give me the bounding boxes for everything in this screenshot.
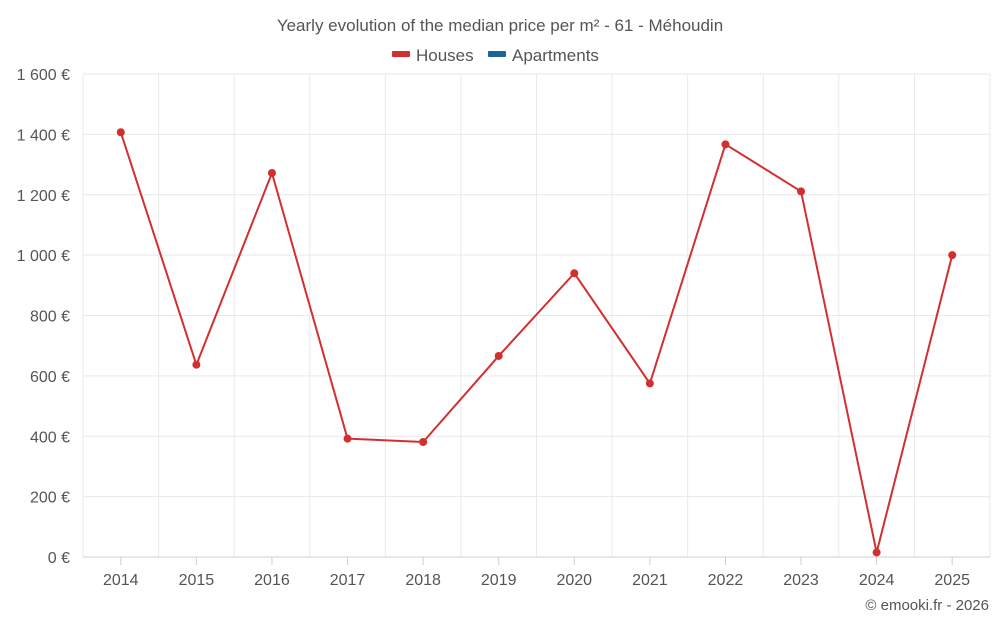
- data-point-houses-2022[interactable]: [721, 140, 730, 149]
- data-point-houses-2025[interactable]: [948, 251, 957, 260]
- x-tick-label: 2014: [103, 572, 139, 589]
- x-tick-label: 2024: [859, 572, 895, 589]
- series-layer: [116, 128, 957, 557]
- y-tick-label: 400 €: [30, 429, 70, 446]
- chart-legend: Houses Apartments: [392, 46, 599, 65]
- x-axis-tick-labels: 2014 2015 2016 2017 2018 2019 2020 2021 2022 2023…: [103, 557, 970, 589]
- x-tick-label: 2020: [556, 572, 592, 589]
- x-tick-label: 2019: [481, 572, 517, 589]
- y-tick-label: 1 200 €: [17, 188, 70, 205]
- data-point-houses-2021[interactable]: [645, 379, 654, 388]
- credit-text: © emooki.fr - 2026: [865, 597, 989, 614]
- series-line-houses: [119, 131, 954, 554]
- legend-swatch-apartments: [488, 51, 506, 57]
- legend-item-apartments[interactable]: Apartments: [488, 46, 599, 65]
- y-tick-label: 200 €: [30, 490, 70, 507]
- x-tick-label: 2015: [179, 572, 215, 589]
- x-tick-label: 2023: [783, 572, 819, 589]
- legend-label-apartments: Apartments: [512, 46, 599, 65]
- x-tick-label: 2017: [330, 572, 366, 589]
- x-tick-label: 2018: [405, 572, 441, 589]
- x-tick-label: 2025: [934, 572, 970, 589]
- y-tick-label: 1 400 €: [17, 127, 70, 144]
- data-point-houses-2024[interactable]: [872, 548, 881, 557]
- data-point-houses-2023[interactable]: [797, 187, 806, 196]
- data-point-houses-2019[interactable]: [494, 351, 503, 360]
- legend-swatch-houses: [392, 51, 410, 57]
- x-tick-label: 2021: [632, 572, 668, 589]
- y-axis-tick-labels: 0 € 200 € 400 € 600 € 800 € 1 000 € 1 200 € 1 4…: [17, 67, 70, 567]
- y-tick-label: 800 €: [30, 309, 70, 326]
- x-tick-label: 2016: [254, 572, 290, 589]
- y-tick-label: 600 €: [30, 369, 70, 386]
- y-tick-label: 1 000 €: [17, 248, 70, 265]
- data-point-houses-2016[interactable]: [267, 169, 276, 178]
- y-tick-label: 1 600 €: [17, 67, 70, 84]
- data-point-houses-2015[interactable]: [192, 360, 201, 369]
- chart-title: Yearly evolution of the median price per…: [277, 16, 723, 35]
- x-tick-label: 2022: [708, 572, 744, 589]
- legend-label-houses: Houses: [416, 46, 474, 65]
- grid-lines: [82, 73, 991, 558]
- data-point-houses-2014[interactable]: [116, 128, 125, 137]
- y-tick-label: 0 €: [48, 550, 70, 567]
- data-point-houses-2017[interactable]: [343, 434, 352, 443]
- legend-item-houses[interactable]: Houses: [392, 46, 474, 65]
- data-point-houses-2020[interactable]: [570, 269, 579, 278]
- data-point-houses-2018[interactable]: [419, 437, 428, 446]
